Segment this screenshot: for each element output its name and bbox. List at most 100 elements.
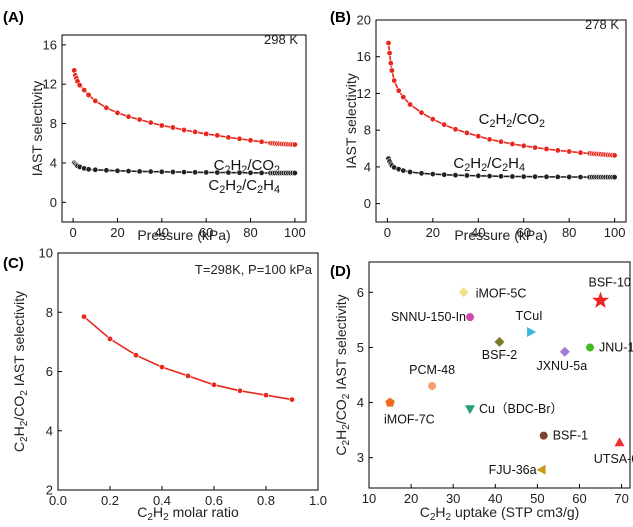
x-tick-label: 80 bbox=[562, 225, 576, 240]
y-tick-label: 6 bbox=[357, 285, 364, 300]
data-point bbox=[133, 352, 140, 359]
data-point bbox=[463, 172, 470, 179]
x-axis-label: Pressure (kPa) bbox=[454, 227, 547, 243]
data-point bbox=[236, 169, 243, 176]
point-label: BSF-1 bbox=[553, 429, 588, 443]
y-tick-label: 4 bbox=[50, 155, 57, 170]
data-point bbox=[147, 119, 154, 126]
x-axis-label: C2​H2​ molar ratio bbox=[137, 504, 239, 523]
x-tick-label: 0 bbox=[384, 225, 391, 240]
data-point bbox=[136, 116, 143, 123]
x-tick-label: 60 bbox=[572, 491, 586, 506]
data-point bbox=[192, 128, 199, 135]
data-point bbox=[577, 174, 584, 181]
data-point bbox=[291, 170, 298, 177]
scatter-point bbox=[592, 291, 610, 308]
y-tick-label: 4 bbox=[364, 159, 371, 174]
data-point bbox=[407, 101, 414, 108]
scatter-point bbox=[385, 397, 395, 407]
x-tick-label: 60 bbox=[199, 225, 213, 240]
x-tick-label: 40 bbox=[155, 225, 169, 240]
data-point bbox=[288, 396, 295, 403]
y-axis-label: IAST selectivity bbox=[343, 73, 359, 168]
data-point bbox=[418, 170, 425, 177]
y-axis-label: C2​H2​/CO2​ IAST selectivity bbox=[11, 291, 30, 452]
data-point bbox=[258, 138, 265, 145]
data-point bbox=[158, 168, 165, 175]
data-point bbox=[543, 173, 550, 180]
x-tick-label: 1.0 bbox=[309, 493, 327, 508]
point-label: JNU-1 bbox=[599, 340, 633, 354]
x-tick-label: 100 bbox=[284, 225, 306, 240]
y-tick-label: 3 bbox=[357, 450, 364, 465]
data-point bbox=[169, 124, 176, 131]
panel-label: (C) bbox=[3, 255, 24, 272]
data-point bbox=[441, 171, 448, 178]
x-tick-label: 0.4 bbox=[153, 493, 171, 508]
y-tick-label: 20 bbox=[357, 13, 371, 28]
data-point bbox=[247, 169, 254, 176]
series-line bbox=[83, 316, 293, 401]
data-point bbox=[214, 169, 221, 176]
data-point bbox=[441, 121, 448, 128]
data-point bbox=[400, 167, 407, 174]
scatter-point bbox=[586, 343, 595, 352]
data-point bbox=[92, 97, 99, 104]
data-point bbox=[71, 67, 78, 74]
data-point bbox=[566, 174, 573, 181]
scatter-point bbox=[428, 382, 437, 391]
x-tick-label: 20 bbox=[426, 225, 440, 240]
data-point bbox=[497, 138, 504, 145]
y-tick-label: 4 bbox=[357, 395, 364, 410]
data-point bbox=[386, 50, 393, 57]
y-tick-label: 10 bbox=[39, 246, 53, 261]
data-point bbox=[76, 82, 83, 89]
data-point bbox=[509, 141, 516, 148]
data-point bbox=[203, 130, 210, 137]
point-label: BSF-2 bbox=[482, 348, 517, 362]
data-point bbox=[475, 133, 482, 140]
data-point bbox=[103, 104, 110, 111]
series-label: C2​H2​/CO2​ bbox=[479, 111, 545, 130]
y-tick-label: 16 bbox=[43, 37, 57, 52]
data-point bbox=[236, 135, 243, 142]
point-label: UTSA-68 bbox=[594, 452, 633, 466]
x-tick-label: 50 bbox=[530, 491, 544, 506]
point-label: Cu（BDC-Br） bbox=[479, 402, 563, 416]
series-label: C2​H2​/C2​H4​ bbox=[453, 155, 525, 174]
data-point bbox=[103, 167, 110, 174]
data-point bbox=[387, 60, 394, 67]
y-tick-label: 16 bbox=[357, 49, 371, 64]
data-point bbox=[258, 169, 265, 176]
data-point bbox=[554, 147, 561, 154]
data-point bbox=[125, 168, 132, 175]
data-point bbox=[136, 168, 143, 175]
data-point bbox=[452, 126, 459, 133]
y-tick-label: 5 bbox=[357, 340, 364, 355]
data-point bbox=[577, 149, 584, 156]
x-tick-label: 0.0 bbox=[49, 493, 67, 508]
data-point bbox=[85, 92, 92, 99]
data-point bbox=[391, 77, 398, 84]
y-tick-label: 2 bbox=[46, 483, 53, 498]
x-tick-label: 0.8 bbox=[257, 493, 275, 508]
scatter-point bbox=[494, 336, 505, 347]
y-tick-label: 8 bbox=[46, 305, 53, 320]
data-point bbox=[107, 335, 114, 342]
y-tick-label: 0 bbox=[364, 196, 371, 211]
x-tick-label: 80 bbox=[243, 225, 257, 240]
data-point bbox=[611, 152, 618, 159]
panel-annotation: 278 K bbox=[585, 17, 619, 32]
data-point bbox=[159, 364, 166, 371]
x-tick-label: 20 bbox=[110, 225, 124, 240]
x-tick-label: 10 bbox=[362, 491, 376, 506]
scatter-point bbox=[614, 437, 625, 447]
x-tick-label: 40 bbox=[488, 491, 502, 506]
data-point bbox=[147, 168, 154, 175]
point-label: PCM-48 bbox=[409, 363, 455, 377]
plot-frame bbox=[368, 261, 631, 489]
y-tick-label: 6 bbox=[46, 364, 53, 379]
data-point bbox=[388, 67, 395, 74]
point-label: SNNU-150-In bbox=[391, 310, 466, 324]
panel-annotation: 298 K bbox=[264, 32, 298, 47]
